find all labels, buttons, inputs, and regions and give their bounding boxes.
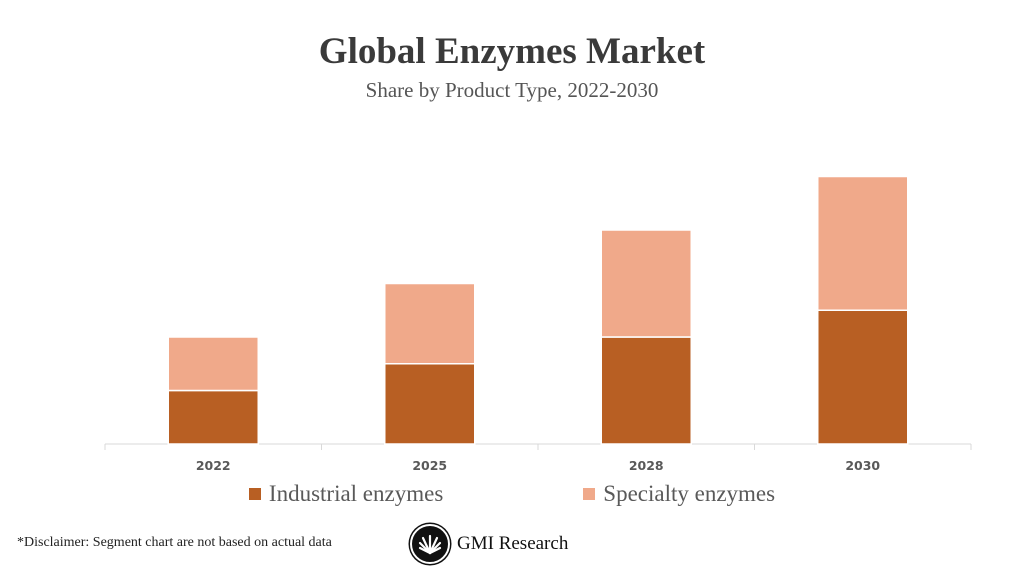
- legend-label-industrial: Industrial enzymes: [268, 481, 444, 506]
- bar-industrial-2030: [817, 309, 909, 445]
- legend: Industrial enzymes Specialty enzymes: [0, 481, 1024, 507]
- chart-subtitle: Share by Product Type, 2022-2030: [365, 78, 659, 102]
- legend-item-specialty: Specialty enzymes: [583, 481, 775, 507]
- legend-item-industrial: Industrial enzymes: [248, 481, 444, 507]
- x-tick-label: 2030: [845, 458, 880, 473]
- x-tick-label: 2022: [196, 458, 231, 473]
- bar-industrial-2022: [167, 389, 259, 445]
- legend-label-specialty: Specialty enzymes: [603, 481, 776, 506]
- bar-specialty-2025: [384, 282, 476, 365]
- x-tick-label: 2025: [412, 458, 447, 473]
- bar-industrial-2025: [384, 363, 476, 445]
- chart-title: Global Enzymes Market: [318, 31, 706, 72]
- bar-specialty-2030: [817, 175, 909, 311]
- fan-leaf-icon: [410, 524, 450, 564]
- bar-specialty-2028: [600, 229, 692, 338]
- legend-swatch-industrial: [248, 488, 261, 500]
- gmi-logo: GMI Research: [410, 524, 568, 564]
- logo-text: GMI Research: [457, 533, 569, 554]
- x-tick-label: 2028: [629, 458, 664, 473]
- disclaimer: *Disclaimer: Segment chart are not based…: [17, 535, 332, 550]
- legend-swatch-specialty: [583, 488, 596, 500]
- bar-industrial-2028: [600, 336, 692, 445]
- bar-specialty-2022: [167, 336, 259, 392]
